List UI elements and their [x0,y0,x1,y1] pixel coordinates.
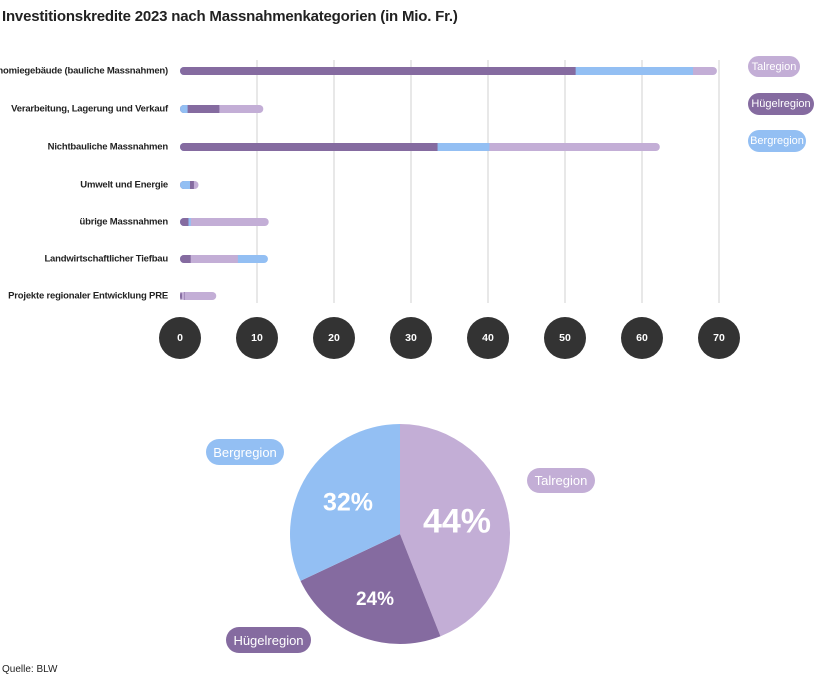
pie-slice-talregion [400,424,511,637]
pie-label-huegel: 24% [355,589,395,610]
bar-segment-join [184,255,191,263]
category-label: Umwelt und Energie [80,179,168,191]
pie-legend-huegel: Hügelregion [226,627,311,653]
category-label: Verarbeitung, Lagerung und Verkauf [11,103,168,115]
legend-huegelregion: Hügelregion [748,93,814,115]
category-label: Nichtbauliche Massnahmen [47,141,169,153]
legend-bergregion: Bergregion [748,130,806,152]
bar-segment-join [188,218,191,226]
bar-segment-hügelregion [180,292,182,300]
x-tick-label: 0 [159,317,201,359]
x-tick-label: 40 [467,317,509,359]
pie-legend-tal: Talregion [527,468,595,493]
category-label: Landwirtschaftlicher Tiefbau [44,253,168,265]
bar-segment-join [184,292,185,300]
bar-segment-join [190,181,194,189]
bar-segment-join [184,143,438,151]
bar-segment-talregion [180,292,217,300]
bar-segment-join [184,181,191,189]
x-tick-label: 60 [621,317,663,359]
bar-segment-join [184,105,188,113]
bar-segment-join [575,67,693,75]
bar-segment-join [190,255,238,263]
pie-label-tal: 44% [422,502,492,541]
chart-title: Investitionskredite 2023 nach Massnahmen… [2,8,458,25]
x-tick-label: 30 [390,317,432,359]
category-label: übrige Massnahmen [79,216,169,228]
bar-segment-join [184,218,189,226]
legend-talregion: Talregion [748,56,800,77]
x-tick-label: 70 [698,317,740,359]
pie-slice-bergregion [290,424,400,581]
bar-segment-join [184,67,576,75]
x-tick-label: 20 [313,317,355,359]
pie-legend-berg: Bergregion [206,439,284,465]
bar-segment-talregion [180,218,269,226]
source-note: Quelle: BLW [2,664,58,675]
bar-segment-join [187,105,220,113]
bar-segment-join [437,143,490,151]
x-tick-label: 10 [236,317,278,359]
pie-slice-hügelregion [300,534,441,644]
category-label: Projekte regionaler Entwicklung PRE [8,290,168,302]
category-label: Ökonomiegebäude (bauliche Massnahmen) [0,65,168,77]
x-tick-label: 50 [544,317,586,359]
pie-label-berg: 32% [322,488,374,517]
